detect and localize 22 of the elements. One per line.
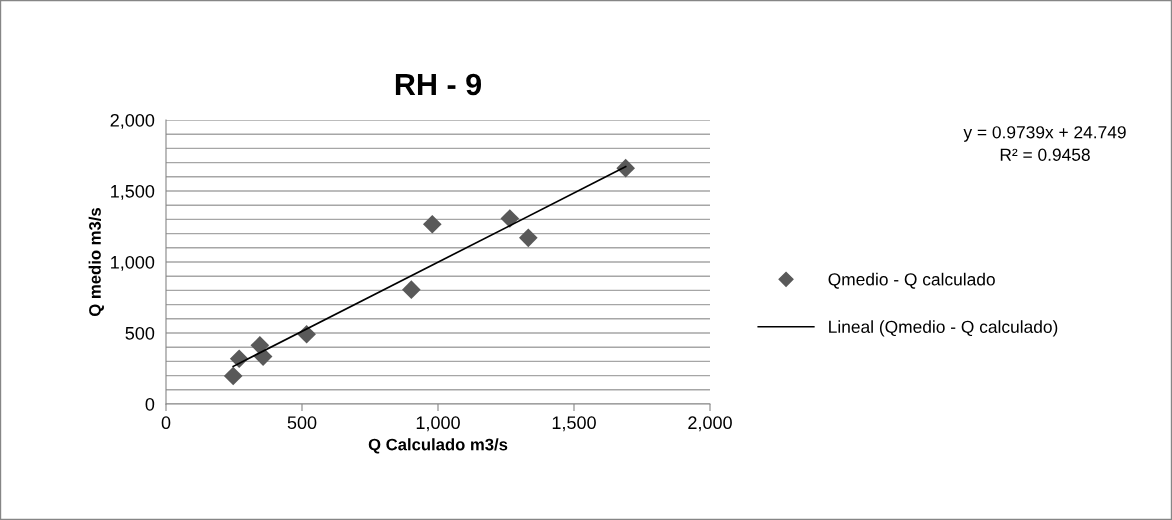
- chart-title: RH - 9: [395, 73, 482, 96]
- point: [500, 209, 520, 228]
- y-tick-label: 1,500: [111, 184, 155, 200]
- point: [223, 366, 243, 386]
- point: [422, 214, 442, 234]
- y-tick-label: 1,000: [111, 255, 155, 271]
- x-axis-title: Q Calculado m3/s: [368, 438, 508, 454]
- x-tick-label: 0: [161, 416, 171, 430]
- y-tick-label: 2,000: [110, 113, 155, 129]
- y-tick-label: 0: [145, 397, 155, 411]
- legend-label: Lineal (Qmedio - Q calculado): [829, 320, 1058, 337]
- point: [518, 228, 538, 248]
- y-tick-label: 500: [125, 326, 155, 340]
- y-axis-title: Q medio m3/s: [88, 208, 104, 316]
- legend-label: Qmedio - Q calculado: [828, 272, 995, 289]
- x-tick-label: 1,000: [416, 416, 460, 432]
- x-tick-label: 500: [287, 416, 317, 430]
- point: [402, 280, 421, 300]
- point: [616, 158, 635, 178]
- x-tick-label: 1,500: [552, 416, 596, 432]
- text: y = 0.9739x + 24.749 R² = 0.9458: [963, 126, 1126, 161]
- x-tick-label: 2,000: [688, 416, 732, 432]
